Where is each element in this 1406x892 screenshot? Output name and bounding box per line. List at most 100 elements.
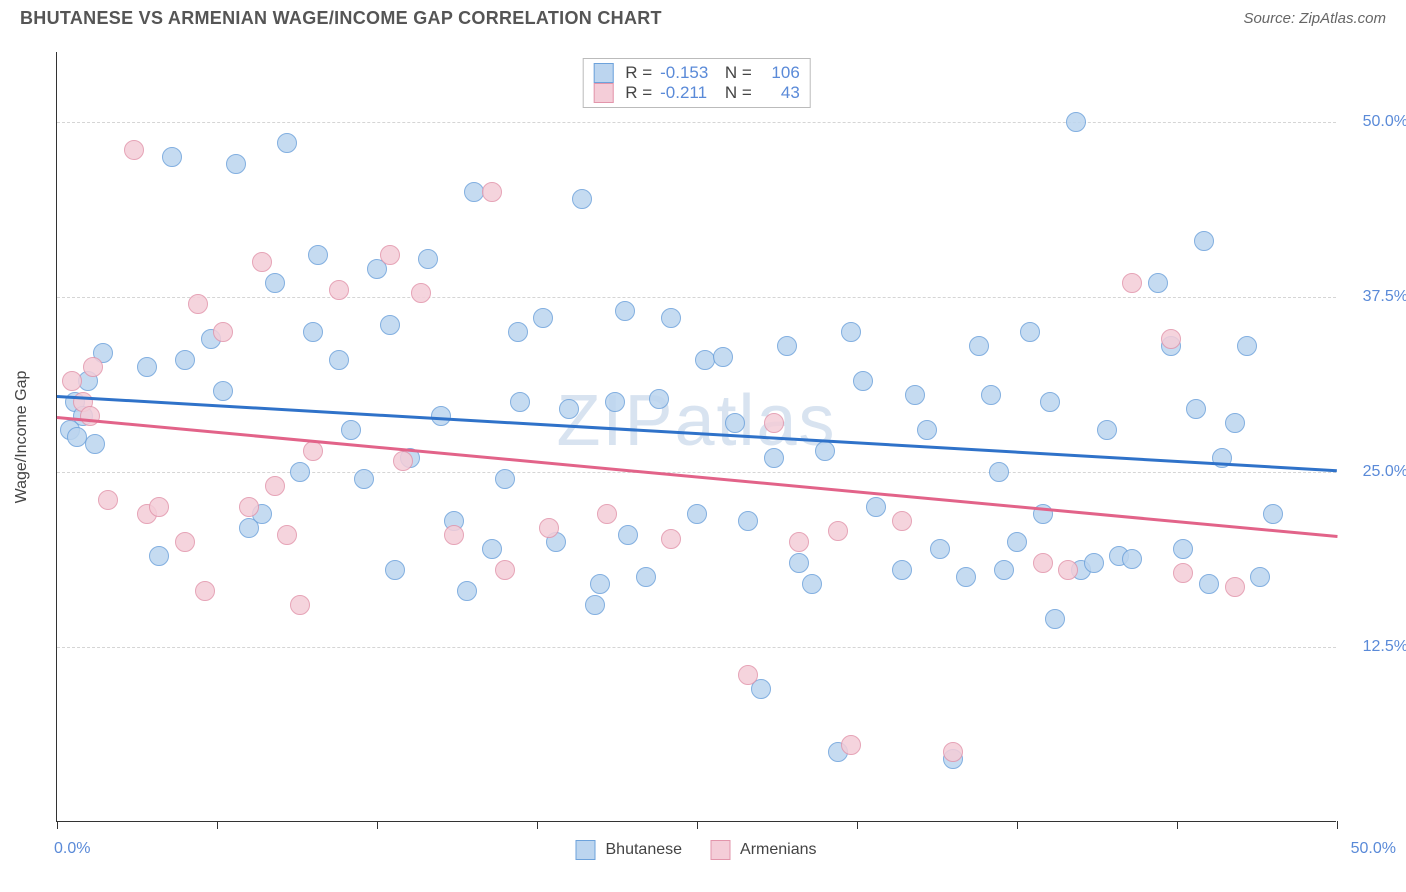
- data-point: [1186, 399, 1206, 419]
- gridline: [57, 647, 1336, 648]
- data-point: [661, 529, 681, 549]
- data-point: [1084, 553, 1104, 573]
- data-point: [303, 322, 323, 342]
- x-axis-max-label: 50.0%: [1351, 840, 1396, 858]
- data-point: [866, 497, 886, 517]
- x-tick: [57, 821, 58, 829]
- data-point: [1033, 553, 1053, 573]
- x-tick: [857, 821, 858, 829]
- data-point: [853, 371, 873, 391]
- data-point: [725, 413, 745, 433]
- y-tick-label: 25.0%: [1363, 463, 1406, 481]
- data-point: [83, 357, 103, 377]
- data-point: [1237, 336, 1257, 356]
- stats-n-label: N =: [720, 83, 752, 103]
- data-point: [943, 742, 963, 762]
- x-tick: [697, 821, 698, 829]
- data-point: [1148, 273, 1168, 293]
- data-point: [917, 420, 937, 440]
- data-point: [393, 451, 413, 471]
- stats-r-label: R =: [625, 83, 652, 103]
- chart-title: BHUTANESE VS ARMENIAN WAGE/INCOME GAP CO…: [20, 8, 662, 29]
- data-point: [764, 413, 784, 433]
- data-point: [533, 308, 553, 328]
- data-point: [277, 525, 297, 545]
- data-point: [265, 273, 285, 293]
- data-point: [1194, 231, 1214, 251]
- data-point: [559, 399, 579, 419]
- data-point: [802, 574, 822, 594]
- data-point: [1020, 322, 1040, 342]
- data-point: [615, 301, 635, 321]
- data-point: [213, 322, 233, 342]
- data-point: [457, 581, 477, 601]
- data-point: [590, 574, 610, 594]
- data-point: [226, 154, 246, 174]
- data-point: [495, 469, 515, 489]
- stats-r-label: R =: [625, 63, 652, 83]
- data-point: [303, 441, 323, 461]
- data-point: [341, 420, 361, 440]
- data-point: [1007, 532, 1027, 552]
- data-point: [695, 350, 715, 370]
- data-point: [981, 385, 1001, 405]
- data-point: [149, 497, 169, 517]
- data-point: [1045, 609, 1065, 629]
- legend-swatch: [593, 63, 613, 83]
- data-point: [764, 448, 784, 468]
- data-point: [1122, 273, 1142, 293]
- data-point: [815, 441, 835, 461]
- data-point: [892, 560, 912, 580]
- data-point: [495, 560, 515, 580]
- legend-label: Bhutanese: [606, 841, 683, 859]
- data-point: [98, 490, 118, 510]
- data-point: [175, 532, 195, 552]
- chart-source: Source: ZipAtlas.com: [1243, 10, 1386, 27]
- data-point: [1199, 574, 1219, 594]
- chart-area: ZIPatlas R =-0.153 N =106R =-0.211 N =43…: [56, 52, 1336, 822]
- data-point: [418, 249, 438, 269]
- data-point: [1122, 549, 1142, 569]
- data-point: [572, 189, 592, 209]
- stats-legend-box: R =-0.153 N =106R =-0.211 N =43: [582, 58, 811, 108]
- data-point: [989, 462, 1009, 482]
- data-point: [411, 283, 431, 303]
- x-tick: [377, 821, 378, 829]
- data-point: [1250, 567, 1270, 587]
- data-point: [175, 350, 195, 370]
- data-point: [444, 525, 464, 545]
- data-point: [1040, 392, 1060, 412]
- legend-swatch: [710, 840, 730, 860]
- data-point: [841, 322, 861, 342]
- legend-label: Armenians: [740, 841, 816, 859]
- plot-area: ZIPatlas R =-0.153 N =106R =-0.211 N =43…: [56, 52, 1336, 822]
- y-tick-label: 12.5%: [1363, 638, 1406, 656]
- data-point: [290, 595, 310, 615]
- data-point: [380, 315, 400, 335]
- data-point: [329, 280, 349, 300]
- data-point: [994, 560, 1014, 580]
- stats-row: R =-0.153 N =106: [593, 63, 800, 83]
- x-axis-min-label: 0.0%: [54, 840, 90, 858]
- data-point: [1097, 420, 1117, 440]
- legend-swatch: [593, 83, 613, 103]
- data-point: [605, 392, 625, 412]
- data-point: [149, 546, 169, 566]
- data-point: [585, 595, 605, 615]
- data-point: [482, 182, 502, 202]
- data-point: [828, 521, 848, 541]
- data-point: [1225, 577, 1245, 597]
- data-point: [597, 504, 617, 524]
- data-point: [308, 245, 328, 265]
- data-point: [1066, 112, 1086, 132]
- data-point: [789, 553, 809, 573]
- data-point: [85, 434, 105, 454]
- x-tick: [537, 821, 538, 829]
- legend-item: Armenians: [710, 840, 816, 860]
- data-point: [930, 539, 950, 559]
- data-point: [80, 406, 100, 426]
- legend-bottom: Bhutanese Armenians: [576, 840, 817, 860]
- data-point: [661, 308, 681, 328]
- gridline: [57, 472, 1336, 473]
- stats-n-value: 43: [760, 83, 800, 103]
